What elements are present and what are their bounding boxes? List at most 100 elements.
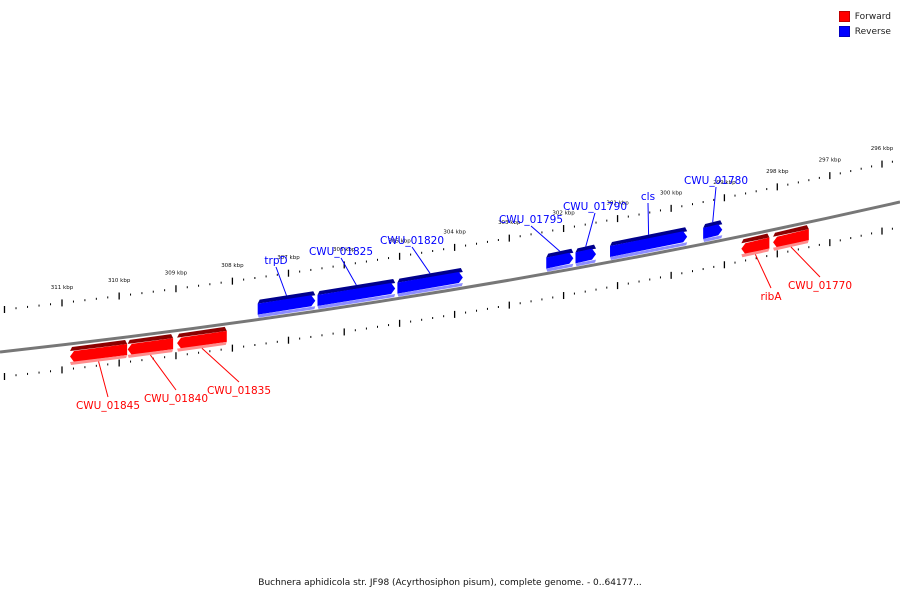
gene-bevel-bottom	[70, 355, 128, 365]
gene-label[interactable]: CWU_01795	[499, 214, 563, 226]
gene-bevel-top	[127, 334, 174, 344]
gene-leader-line	[201, 347, 240, 383]
gene-bevel-bottom	[257, 306, 316, 318]
ruler-label: 302 kbp	[552, 211, 575, 217]
gene-body	[177, 330, 227, 349]
gene-label[interactable]: CWU_01820	[380, 235, 444, 247]
legend-item-forward[interactable]: Forward	[838, 9, 891, 24]
gene-label[interactable]: CWU_01835	[207, 385, 271, 397]
ruler-label: 298 kbp	[766, 169, 789, 175]
gene-bevel-top	[397, 268, 463, 283]
gene-bevel-top	[70, 340, 128, 351]
ruler-label: 300 kbp	[660, 190, 683, 196]
gene-body	[127, 338, 174, 355]
gene-label[interactable]: CWU_01770	[788, 280, 852, 292]
gene-leader-line	[712, 186, 717, 223]
sequence-caption: Buchnera aphidicola str. JF98 (Acyrthosi…	[258, 578, 642, 588]
ruler-label: 301 kbp	[606, 201, 629, 207]
gene-body	[703, 224, 723, 240]
lower-coordinate-ruler	[3, 227, 893, 381]
gene-riba[interactable]	[741, 233, 770, 258]
gene-cwu-01770[interactable]	[773, 225, 809, 251]
gene-bevel-bottom	[773, 240, 809, 251]
gene-body	[546, 252, 574, 269]
gene-label[interactable]: trpD	[264, 255, 287, 267]
ruler-label: 311 kbp	[51, 285, 74, 291]
gene-label[interactable]: cls	[641, 191, 655, 203]
reverse-color-swatch	[838, 26, 850, 37]
gene-leader-line	[585, 212, 596, 247]
ruler-label: 304 kbp	[443, 229, 466, 235]
gene-cwu-01840[interactable]	[127, 334, 174, 358]
gene-bevel-top	[257, 291, 316, 304]
gene-cls[interactable]	[610, 227, 688, 261]
gene-body	[397, 272, 463, 294]
gene-leader-line	[647, 202, 650, 235]
gene-cwu-01820[interactable]	[397, 268, 463, 297]
strand-legend: Forward Reverse	[838, 9, 891, 39]
gene-bevel-bottom	[610, 242, 688, 261]
gene-cwu-01790[interactable]	[575, 244, 597, 267]
gene-bevel-bottom	[317, 294, 396, 309]
gene-features	[70, 220, 809, 365]
gene-bevel-top	[317, 279, 396, 295]
ruler-label: 305 kbp	[388, 238, 411, 244]
gene-bevel-bottom	[177, 341, 227, 352]
gene-body	[773, 229, 809, 248]
gene-bevel-bottom	[546, 263, 574, 272]
ruler-label: 310 kbp	[108, 278, 131, 284]
gene-trpd[interactable]	[257, 291, 316, 318]
gene-bevel-top	[546, 248, 574, 258]
gene-bevel-bottom	[127, 349, 174, 358]
gene-bevel-top	[741, 233, 770, 244]
gene-leader-line	[530, 225, 561, 252]
gene-body	[70, 344, 128, 362]
gene-leader-line	[340, 257, 357, 286]
gene-label[interactable]: CWU_01790	[563, 201, 627, 213]
gene-leader-line	[790, 246, 821, 278]
ruler-label: 309 kbp	[165, 271, 188, 277]
gene-label[interactable]: CWU_01845	[76, 400, 140, 412]
gene-bevel-top	[773, 225, 809, 237]
legend-item-reverse[interactable]: Reverse	[838, 24, 891, 39]
gene-label[interactable]: CWU_01840	[144, 393, 208, 405]
gene-leader-line	[275, 266, 287, 296]
gene-leader-line	[150, 354, 177, 391]
ruler-label: 296 kbp	[871, 146, 894, 152]
gene-bevel-bottom	[703, 235, 723, 243]
gene-cwu-01845[interactable]	[70, 340, 128, 365]
gene-bevel-top	[703, 220, 723, 229]
gene-label[interactable]: CWU_01825	[309, 246, 373, 258]
ruler-label: 307 kbp	[277, 255, 300, 261]
gene-bevel-top	[575, 244, 597, 253]
gene-bevel-bottom	[741, 248, 770, 258]
gene-body	[257, 295, 316, 315]
ruler-label: 308 kbp	[221, 263, 244, 269]
ruler-label: 303 kbp	[498, 220, 521, 226]
gene-bevel-top	[177, 326, 227, 338]
gene-label[interactable]: CWU_01780	[684, 175, 748, 187]
gene-leader-line	[754, 254, 772, 289]
gene-cwu-01825[interactable]	[317, 279, 396, 309]
gene-bevel-bottom	[575, 259, 597, 267]
genome-backbone-line	[0, 200, 900, 354]
gene-cwu-01780[interactable]	[703, 220, 723, 243]
gene-bevel-bottom	[397, 283, 463, 297]
legend-label-forward: Forward	[854, 11, 891, 22]
gene-cwu-01795[interactable]	[546, 248, 574, 272]
gene-body	[610, 231, 688, 258]
gene-bevel-top	[610, 227, 688, 247]
ruler-label: 306 kbp	[333, 247, 356, 253]
gene-cwu-01835[interactable]	[177, 326, 227, 352]
gene-body	[575, 248, 597, 264]
forward-color-swatch	[838, 11, 850, 22]
gene-body	[317, 283, 396, 306]
gene-label[interactable]: ribA	[760, 291, 782, 303]
gene-leader-line	[411, 246, 431, 274]
legend-label-reverse: Reverse	[854, 26, 891, 37]
upper-coordinate-ruler: 311 kbp 310 kbp 309 kbp 308 kbp 307 kbp 306 k…	[3, 146, 894, 314]
ruler-label: 297 kbp	[819, 158, 842, 164]
